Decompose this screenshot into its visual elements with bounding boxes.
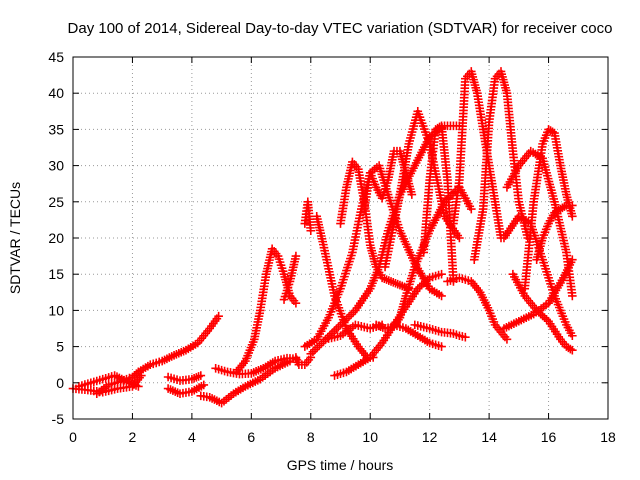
- y-tick-label: 0: [56, 375, 64, 391]
- y-tick-label: 35: [48, 121, 64, 137]
- series-t4: [134, 311, 223, 377]
- x-tick-label: 0: [69, 429, 77, 445]
- y-tick-label: 45: [48, 49, 64, 65]
- data-point: [407, 190, 417, 199]
- data-point: [134, 382, 143, 391]
- data-point: [437, 269, 446, 279]
- data-point: [291, 298, 301, 308]
- series-t33: [499, 211, 577, 341]
- x-tick-label: 14: [481, 429, 497, 445]
- data-point: [214, 311, 223, 321]
- data-point: [461, 332, 470, 342]
- data-point: [502, 335, 512, 344]
- x-tick-label: 2: [129, 429, 137, 445]
- y-axis-label: SDTVAR / TECUs: [7, 182, 23, 294]
- series-t6: [163, 380, 209, 398]
- series-t29: [508, 269, 577, 355]
- data-point: [437, 291, 446, 301]
- series-t16: [336, 157, 414, 293]
- series-t10: [279, 251, 301, 304]
- x-axis-label: GPS time / hours: [287, 457, 394, 473]
- series-t26: [443, 273, 512, 344]
- data-point: [437, 342, 446, 351]
- data-point: [568, 201, 577, 210]
- series-t22: [389, 320, 446, 351]
- x-tick-label: 10: [362, 429, 378, 445]
- data-point: [568, 331, 577, 341]
- data-point: [196, 371, 206, 380]
- x-tick-label: 18: [600, 429, 616, 445]
- series-t3: [92, 367, 143, 398]
- series-t32: [502, 146, 577, 301]
- x-tick-label: 8: [307, 429, 315, 445]
- series-t9: [232, 244, 301, 377]
- data-point: [199, 380, 209, 390]
- series-t12: [300, 197, 316, 236]
- y-tick-label: 20: [48, 230, 64, 246]
- chart-title: Day 100 of 2014, Sidereal Day-to-day VTE…: [68, 20, 613, 37]
- x-tick-label: 16: [541, 429, 557, 445]
- x-tick-label: 12: [422, 429, 438, 445]
- series-t8: [211, 353, 301, 379]
- y-tick-label: -5: [52, 411, 65, 427]
- x-tick-label: 6: [247, 429, 255, 445]
- data-point: [568, 291, 577, 301]
- series-t19: [359, 146, 417, 214]
- series-t11: [291, 353, 316, 369]
- series-t5: [163, 371, 206, 385]
- y-tick-label: 40: [48, 85, 64, 101]
- y-tick-label: 30: [48, 158, 64, 174]
- data-points: [68, 67, 577, 408]
- y-tick-label: 15: [48, 266, 64, 282]
- data-point: [291, 251, 301, 261]
- data-point: [568, 255, 577, 265]
- data-point: [306, 226, 316, 236]
- y-tick-label: 25: [48, 194, 64, 210]
- series-t24: [419, 121, 458, 286]
- data-point: [568, 345, 577, 355]
- y-tick-label: 10: [48, 302, 64, 318]
- series-t23: [410, 320, 470, 342]
- series-t25: [449, 67, 506, 243]
- data-point: [568, 211, 577, 221]
- y-tick-label: 5: [56, 339, 64, 355]
- data-point: [455, 233, 464, 243]
- x-tick-label: 4: [188, 429, 196, 445]
- data-point: [466, 204, 476, 214]
